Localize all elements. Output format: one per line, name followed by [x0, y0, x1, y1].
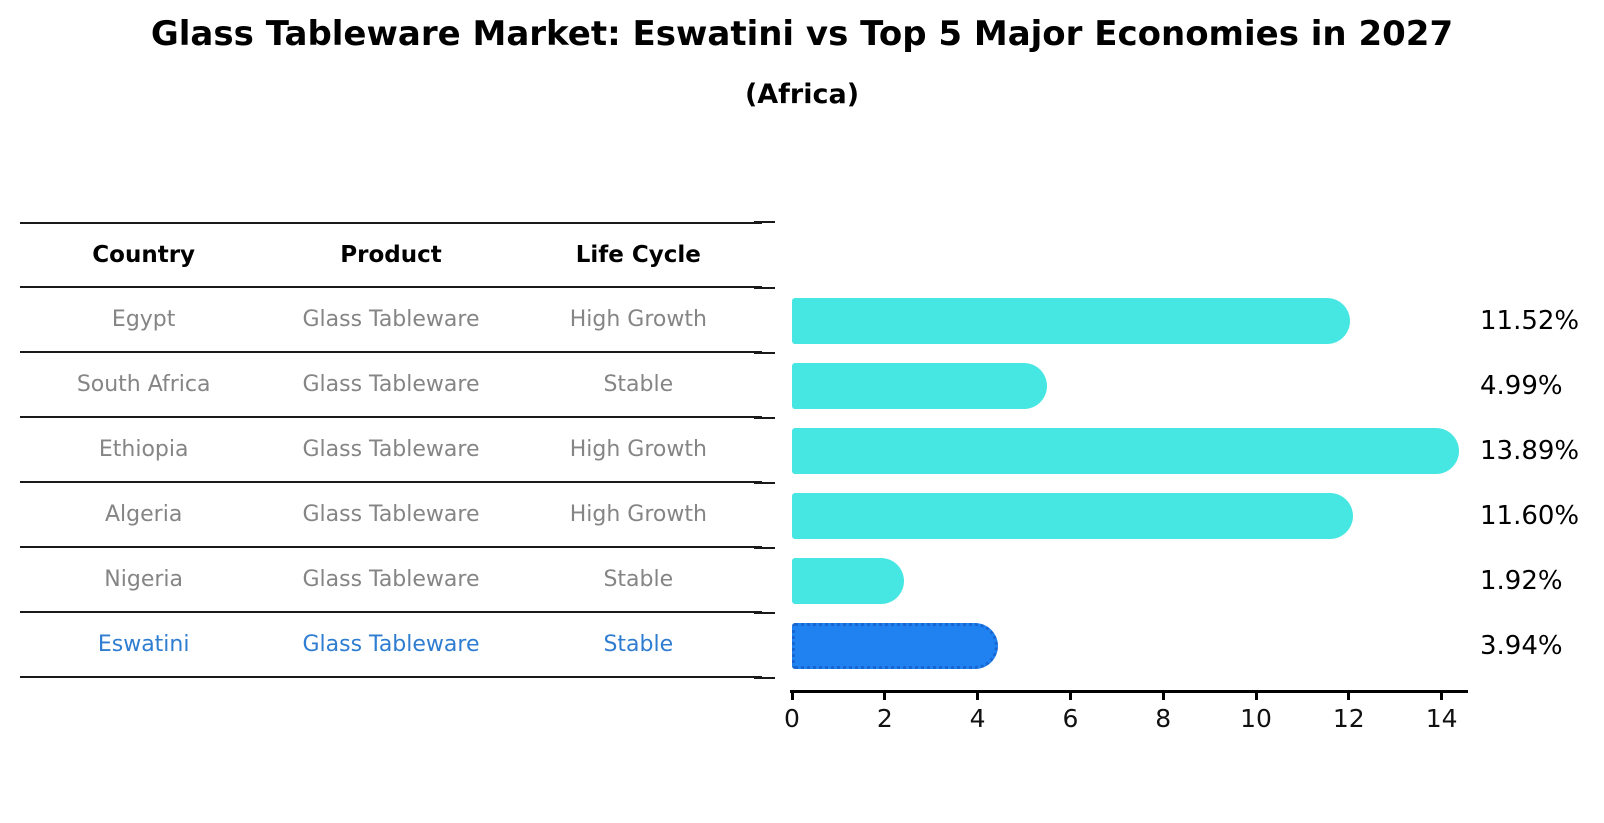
bar-nigeria: [792, 557, 905, 604]
column-header-product: Product: [340, 242, 442, 268]
bar-value-label-egypt: 11.52%: [1480, 305, 1580, 336]
cell-life-cycle: Stable: [603, 567, 674, 592]
cell-life-cycle: High Growth: [569, 437, 707, 462]
bar-value-label-south-africa: 4.99%: [1480, 370, 1563, 401]
cell-country: Egypt: [111, 307, 176, 332]
x-axis-tick: [976, 690, 980, 700]
x-axis-tick-label: 0: [784, 704, 800, 733]
bar-value-label-nigeria: 1.92%: [1480, 565, 1563, 596]
x-axis-tick: [883, 690, 887, 700]
cell-product: Glass Tableware: [302, 502, 480, 527]
x-axis-tick: [1347, 690, 1351, 700]
y-axis-tick: [754, 352, 775, 354]
x-axis-tick-label: 4: [969, 704, 986, 733]
cell-life-cycle: High Growth: [569, 502, 707, 527]
page-subtitle: (Africa): [744, 79, 860, 110]
table-row: South Africa Glass Tableware Stable: [20, 353, 762, 418]
y-axis-tick: [754, 482, 775, 484]
cell-country: Nigeria: [104, 567, 184, 592]
x-axis-tick-label: 10: [1240, 704, 1272, 733]
cell-product: Glass Tableware: [302, 632, 480, 657]
cell-country: Ethiopia: [98, 437, 189, 462]
cell-product: Glass Tableware: [302, 567, 480, 592]
cell-life-cycle: Stable: [603, 372, 674, 397]
table-row: Egypt Glass Tableware High Growth: [20, 288, 762, 353]
page-title: Glass Tableware Market: Eswatini vs Top …: [150, 14, 1454, 54]
column-header-life-cycle: Life Cycle: [575, 242, 701, 268]
x-axis-tick: [1161, 690, 1165, 700]
x-axis-tick: [1068, 690, 1072, 700]
x-axis-tick: [1440, 690, 1444, 700]
table-header-row: Country Product Life Cycle: [20, 222, 762, 288]
x-axis-tick-label: 6: [1062, 704, 1079, 733]
cell-country: Algeria: [105, 502, 183, 527]
cell-country: Eswatini: [97, 632, 190, 657]
bar-value-label-algeria: 11.60%: [1480, 500, 1580, 531]
bar-value-label-eswatini: 3.94%: [1480, 630, 1563, 661]
table-row: Nigeria Glass Tableware Stable: [20, 548, 762, 613]
x-axis-tick-label: 12: [1332, 704, 1365, 733]
table-row-eswatini: Eswatini Glass Tableware Stable: [20, 613, 762, 678]
cell-product: Glass Tableware: [302, 307, 480, 332]
x-axis-tick-label: 14: [1425, 704, 1458, 733]
country-table: Country Product Life Cycle Egypt Glass T…: [20, 222, 762, 678]
y-axis-tick: [754, 221, 775, 223]
column-header-country: Country: [92, 242, 196, 268]
y-axis-tick: [754, 547, 775, 549]
cell-life-cycle: High Growth: [569, 307, 707, 332]
y-axis-tick: [754, 612, 775, 614]
bar-south-africa: [792, 362, 1047, 409]
bar-eswatini: [792, 622, 998, 669]
cell-country: South Africa: [76, 372, 211, 397]
x-axis-line: [790, 690, 1468, 693]
bar-algeria: [792, 492, 1354, 539]
x-axis-tick-label: 8: [1155, 704, 1172, 733]
x-axis-tick: [1254, 690, 1258, 700]
y-axis-tick: [754, 287, 775, 289]
cell-product: Glass Tableware: [302, 437, 480, 462]
cell-life-cycle: Stable: [603, 632, 674, 657]
bar-egypt: [792, 297, 1350, 344]
table-row: Ethiopia Glass Tableware High Growth: [20, 418, 762, 483]
bar-ethiopia: [792, 427, 1460, 474]
table-row: Algeria Glass Tableware High Growth: [20, 483, 762, 548]
y-axis-tick: [754, 677, 775, 679]
x-axis-tick: [790, 690, 794, 700]
bar-value-label-ethiopia: 13.89%: [1480, 435, 1580, 466]
x-axis-tick-label: 2: [876, 704, 893, 733]
y-axis-tick: [754, 417, 775, 419]
cell-product: Glass Tableware: [302, 372, 480, 397]
